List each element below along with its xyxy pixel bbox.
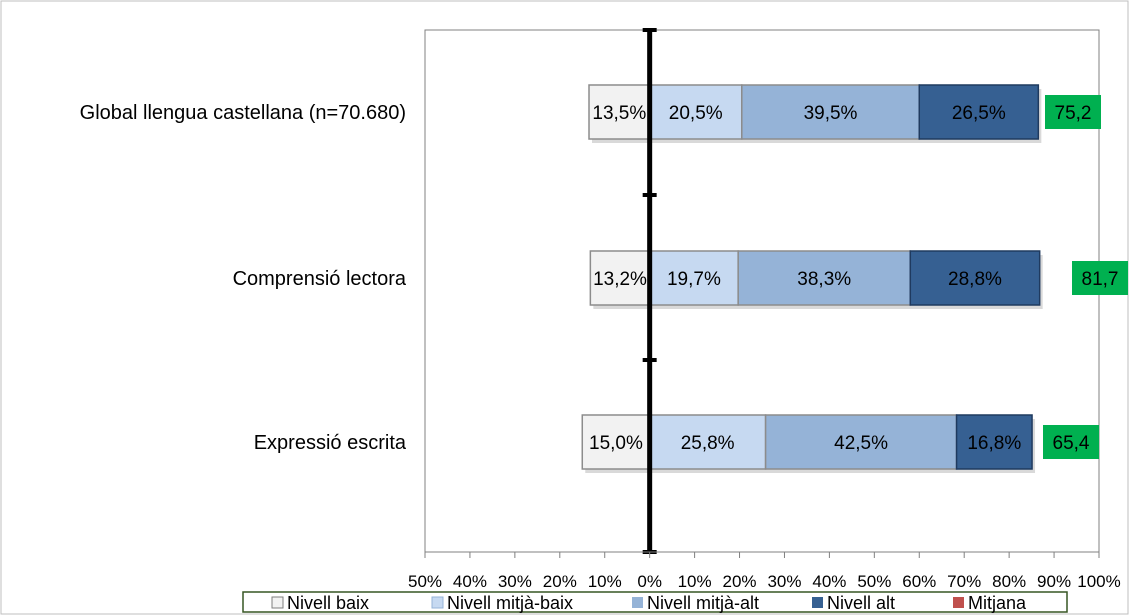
data-label: 26,5%	[952, 103, 1006, 124]
legend-label: Nivell baix	[287, 593, 369, 613]
bar-nivell-mitj-baix	[648, 414, 767, 470]
data-label: 13,5%	[592, 103, 646, 124]
x-tick-label: 60%	[902, 572, 936, 591]
x-tick-label: 50%	[857, 572, 891, 591]
mean-label: 75,2	[1055, 103, 1092, 124]
x-tick-label: 30%	[767, 572, 801, 591]
data-label: 13,2%	[593, 269, 647, 290]
x-tick-label: 90%	[1037, 572, 1071, 591]
x-tick-label: 40%	[453, 572, 487, 591]
legend-label: Nivell mitjà-baix	[447, 593, 573, 613]
data-label: 42,5%	[834, 433, 888, 454]
data-label: 38,3%	[797, 269, 851, 290]
bar-nivell-alt	[955, 414, 1033, 470]
x-tick-label: 0%	[637, 572, 662, 591]
bar-nivell-mitj-alt	[764, 414, 958, 470]
category-label: Comprensió lectora	[233, 268, 407, 290]
x-axis: 50% 40% 30% 20% 10% 0% 10% 20% 30% 40% 50% 60% 70% 80…	[408, 28, 1121, 591]
data-label: 16,8%	[967, 433, 1021, 454]
legend-label: Mitjana	[968, 593, 1027, 613]
legend-box	[242, 591, 1068, 613]
legend: Nivell baix Nivell mitjà-baix Nivell mitjà…	[242, 591, 1068, 613]
data-label: 39,5%	[804, 103, 858, 124]
data-label: 15,0%	[589, 433, 643, 454]
legend-swatch	[953, 597, 964, 608]
mean-badges: 75,2 81,7 65,4	[1043, 95, 1128, 459]
x-tick-label: 20%	[723, 572, 757, 591]
x-tick-label: 30%	[498, 572, 532, 591]
legend-label: Nivell mitjà-alt	[647, 593, 759, 613]
legend-swatch	[431, 596, 444, 609]
category-label: Global llengua castellana (n=70.680)	[80, 102, 406, 124]
legend-swatch	[812, 597, 823, 608]
bar-nivell-baix	[589, 250, 651, 306]
x-tick-label: 50%	[408, 572, 442, 591]
x-tick-label: 20%	[543, 572, 577, 591]
mean-badge	[1045, 95, 1101, 129]
legend-swatch	[271, 596, 284, 609]
bars: 13,5% 20,5% 39,5% 26,5% 13,2% 19,7% 38,3% 28,8%…	[581, 84, 1043, 473]
bar-nivell-mitj-baix	[648, 84, 743, 140]
bar-nivell-mitj-baix	[648, 250, 739, 306]
x-tick-label: 10%	[678, 572, 712, 591]
data-label: 20,5%	[669, 103, 723, 124]
data-label: 25,8%	[681, 433, 735, 454]
bar-nivell-alt	[909, 250, 1041, 306]
legend-swatch	[632, 597, 643, 608]
x-tick-label: 10%	[588, 572, 622, 591]
bar-nivell-alt	[918, 84, 1040, 140]
category-label: Expressió escrita	[254, 432, 407, 454]
legend-label: Nivell alt	[827, 593, 895, 613]
data-label: 19,7%	[667, 269, 721, 290]
category-labels: Global llengua castellana (n=70.680) Comp…	[80, 102, 407, 454]
mean-label: 65,4	[1053, 433, 1090, 454]
bar-nivell-baix	[581, 414, 651, 470]
x-tick-label: 40%	[812, 572, 846, 591]
mean-badge	[1043, 425, 1099, 459]
bar-nivell-mitj-alt	[741, 84, 921, 140]
x-tick-label: 100%	[1077, 572, 1120, 591]
mean-label: 81,7	[1082, 269, 1119, 290]
data-label: 28,8%	[948, 269, 1002, 290]
x-tick-label: 80%	[992, 572, 1026, 591]
x-tick-label: 70%	[947, 572, 981, 591]
mean-badge	[1072, 261, 1128, 295]
bar-nivell-mitj-alt	[737, 250, 912, 306]
